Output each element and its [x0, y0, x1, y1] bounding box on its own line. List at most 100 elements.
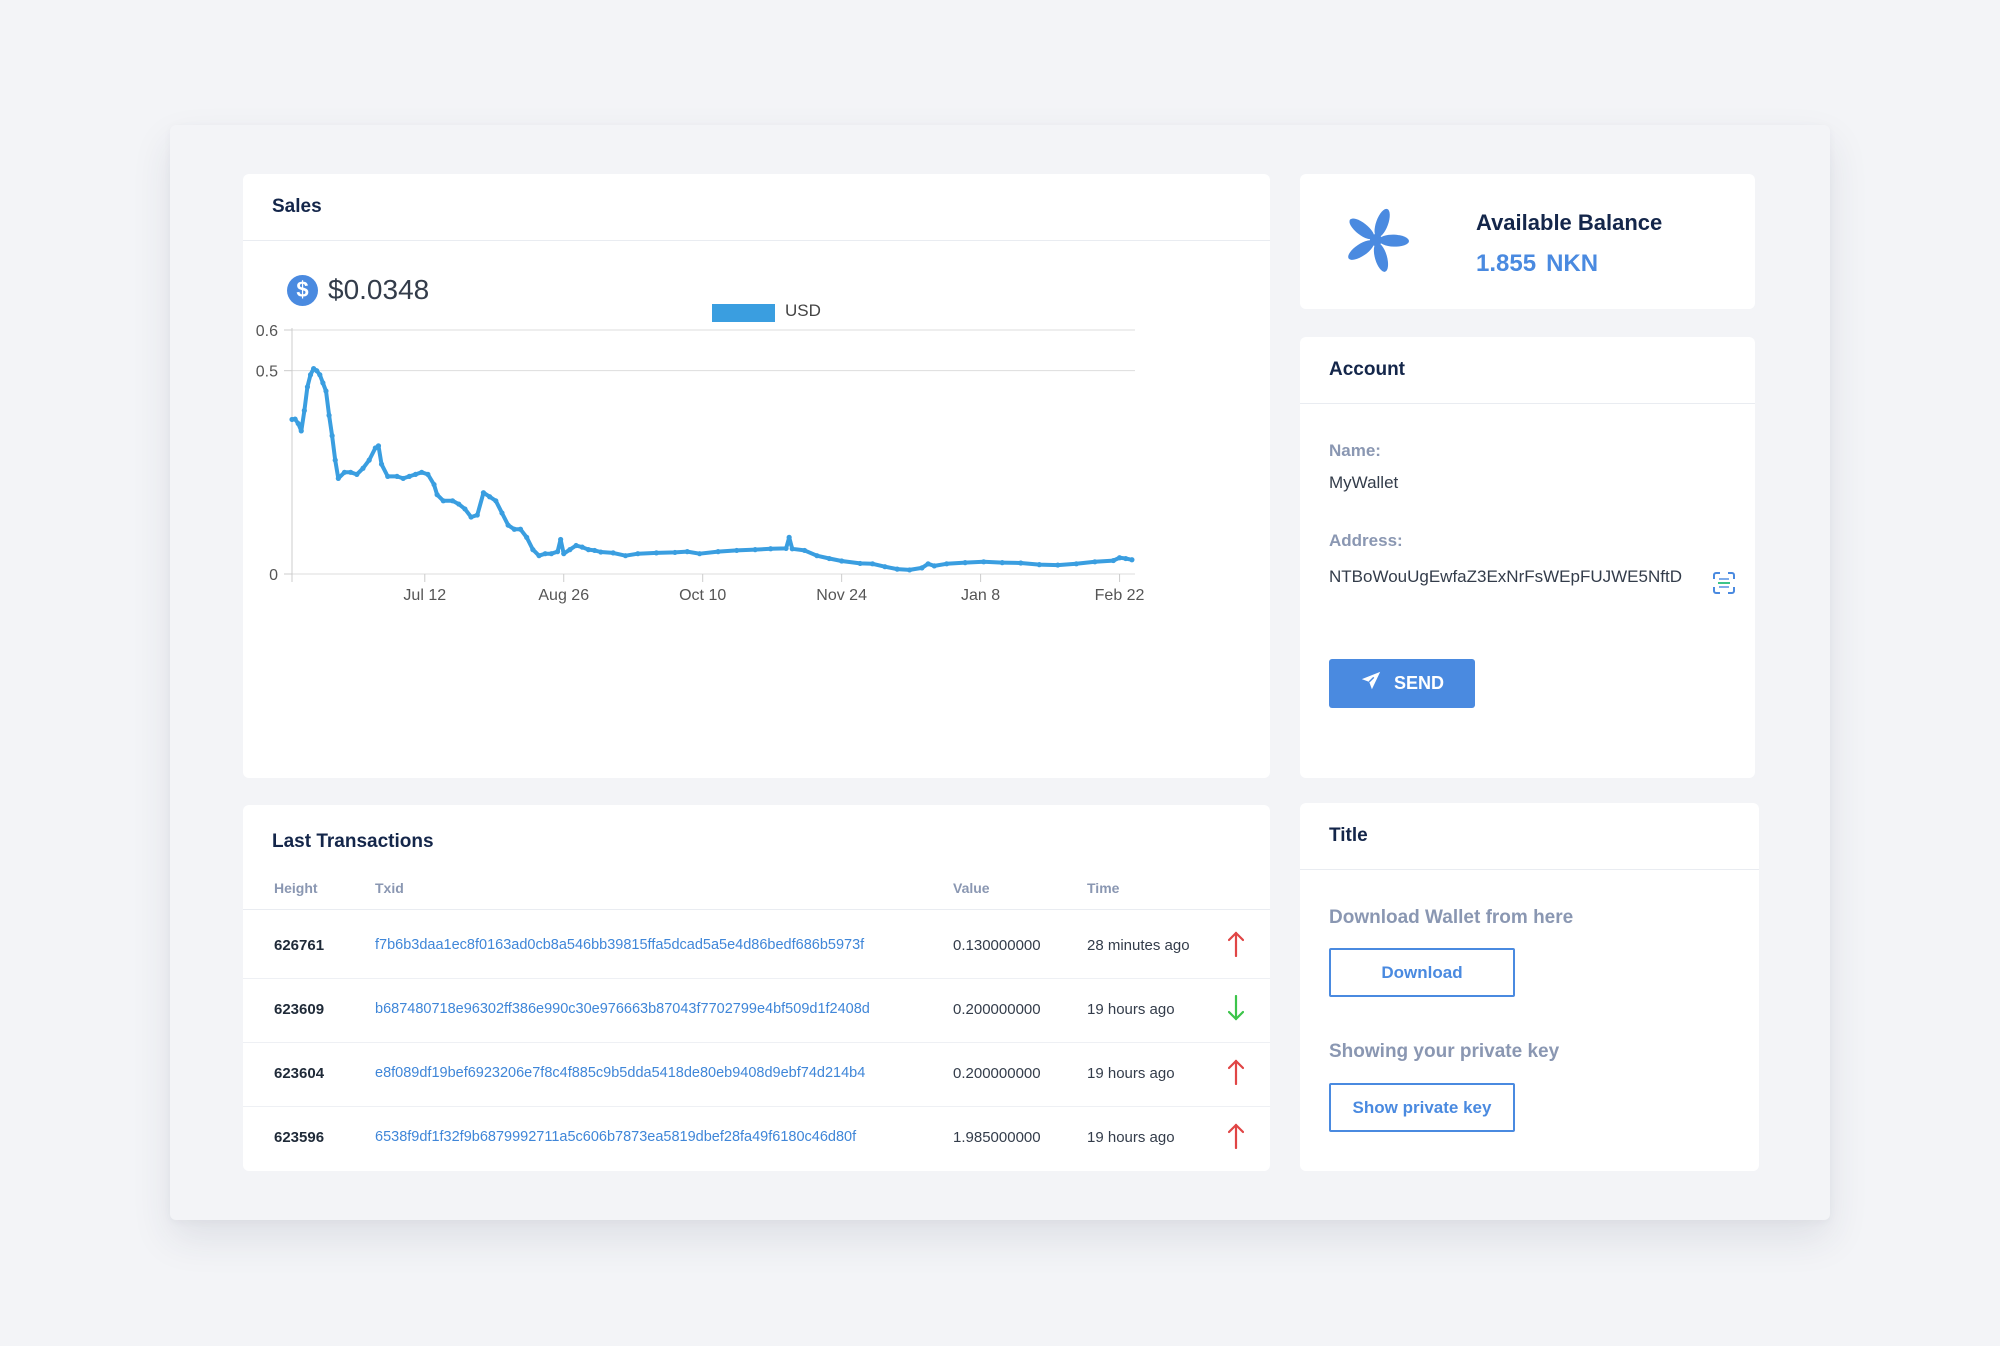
data-point [462, 506, 468, 512]
qr-scan-icon[interactable] [1712, 571, 1736, 600]
data-point [697, 551, 703, 557]
legend-swatch [712, 304, 775, 322]
data-point [323, 388, 329, 394]
paper-plane-icon [1360, 670, 1382, 697]
send-button[interactable]: SEND [1329, 659, 1475, 708]
data-point [335, 475, 341, 482]
data-point [366, 457, 372, 463]
data-point [839, 558, 845, 564]
tx-id-link[interactable]: e8f089df19bef6923206e7f8c4f885c9b5dda541… [375, 1065, 866, 1081]
balance-value: 1.855 NKN [1476, 250, 1598, 278]
data-point [981, 559, 987, 565]
x-tick-label: Aug 26 [538, 587, 589, 604]
data-point [406, 473, 412, 479]
tx-id-link[interactable]: f7b6b3daa1ec8f0163ad0cb8a546bb39815ffa5d… [375, 937, 865, 953]
data-point [505, 522, 511, 528]
address-value: NTBoWouUgEwfaZ3ExNrFsWEpFUJWE5NftD [1329, 567, 1682, 586]
price-chart: USD 0 0.5 0.6 Jul 12 Aug 26 Oct 10 Nov 24 Jan 8 F… [256, 304, 1145, 604]
data-point [474, 512, 480, 518]
transactions-header: Height Txid Value Time [243, 865, 1270, 910]
data-point [894, 566, 900, 572]
usd-series-line [290, 366, 1134, 572]
legend-label: USD [785, 304, 821, 320]
wallet-tools-card: Title Download Wallet from here Download… [1300, 803, 1759, 1171]
data-point [752, 547, 758, 553]
tx-time: 19 hours ago [1087, 1001, 1175, 1018]
show-private-key-button[interactable]: Show private key [1329, 1083, 1515, 1132]
col-value: Value [953, 880, 990, 896]
data-point [962, 560, 968, 566]
data-point [999, 560, 1005, 566]
data-point [1018, 560, 1024, 566]
current-price: $0.0348 [328, 274, 430, 305]
data-point [425, 471, 431, 477]
data-point [517, 526, 524, 532]
data-point [487, 494, 493, 500]
data-point [734, 547, 740, 554]
data-point [434, 492, 440, 498]
x-tick-label: Oct 10 [679, 587, 726, 604]
tx-height: 623596 [274, 1129, 325, 1146]
col-txid: Txid [375, 880, 404, 896]
col-height: Height [274, 880, 318, 896]
x-tick-label: Jul 12 [403, 587, 446, 604]
account-card: Account Name: MyWallet Address: NTBoWouU… [1300, 337, 1755, 778]
data-point [585, 547, 592, 553]
data-point [548, 551, 554, 557]
tx-value: 0.200000000 [953, 1065, 1041, 1082]
data-point [326, 412, 332, 418]
data-point [456, 501, 462, 507]
data-point [715, 549, 721, 555]
dashboard-container: Sales $ $0.0348 USD 0 0.5 0.6 Jul 12 Aug 26 Oc… [170, 125, 1830, 1220]
data-point [906, 567, 913, 573]
data-point [592, 547, 598, 554]
data-point [561, 551, 567, 557]
data-point [412, 471, 419, 477]
data-point [511, 526, 517, 532]
tx-height: 623609 [274, 1001, 325, 1018]
tx-id-link[interactable]: 6538f9df1f32f9b6879992711a5c606b7873ea58… [375, 1129, 857, 1145]
data-point [341, 469, 348, 475]
data-point [1036, 562, 1042, 568]
data-point [348, 469, 354, 475]
tx-time: 19 hours ago [1087, 1065, 1175, 1082]
data-point [789, 546, 795, 552]
tools-title: Title [1300, 803, 1759, 870]
balance-card: Available Balance 1.855 NKN [1300, 174, 1755, 309]
data-point [354, 471, 360, 477]
data-point [394, 473, 400, 479]
data-point [579, 544, 585, 550]
nkn-logo-icon [1338, 202, 1414, 283]
y-tick-label: 0.5 [256, 364, 278, 381]
download-button[interactable]: Download [1329, 948, 1515, 997]
balance-unit: NKN [1546, 250, 1599, 277]
data-point [378, 461, 385, 467]
data-point [295, 420, 301, 427]
data-point [944, 561, 950, 567]
tx-id-link[interactable]: b687480718e96302ff386e990c30e976663b8704… [375, 1001, 870, 1017]
tx-value: 0.130000000 [953, 937, 1041, 954]
data-point [635, 551, 641, 557]
download-text: Download Wallet from here [1329, 907, 1574, 928]
tx-value: 0.200000000 [953, 1001, 1041, 1018]
col-time: Time [1087, 880, 1120, 896]
send-label: SEND [1393, 673, 1444, 693]
data-point [1129, 557, 1135, 563]
data-point [1116, 555, 1123, 561]
data-point [1055, 562, 1061, 568]
sales-card: Sales $ $0.0348 USD 0 0.5 0.6 Jul 12 Aug 26 Oc… [243, 174, 1270, 778]
data-point [329, 433, 335, 439]
data-point [301, 407, 307, 414]
balance-amount: 1.855 [1476, 250, 1537, 277]
data-point [801, 547, 808, 554]
table-row: 623596 6538f9df1f32f9b6879992711a5c606b78… [243, 1107, 1270, 1171]
data-point [814, 553, 820, 559]
data-point [332, 457, 338, 463]
data-point [449, 498, 456, 504]
private-key-text: Showing your private key [1329, 1041, 1560, 1062]
data-point [307, 372, 314, 378]
tx-time: 28 minutes ago [1087, 937, 1190, 954]
table-row: 626761 f7b6b3daa1ec8f0163ad0cb8a546bb3981… [243, 915, 1270, 979]
data-point [1123, 555, 1129, 562]
data-point [882, 564, 888, 570]
